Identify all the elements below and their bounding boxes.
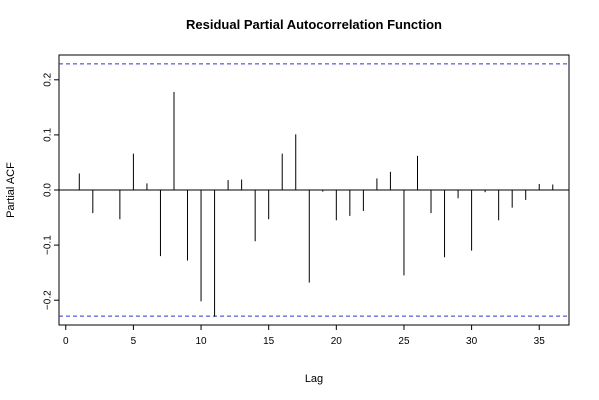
y-axis: −0.2 −0.1 0.0 0.1 0.2 — [43, 72, 59, 310]
x-tick-label: 0 — [63, 336, 69, 347]
y-tick-label: 0.2 — [43, 72, 54, 86]
y-tick-label: −0.2 — [43, 290, 54, 310]
confidence-bounds — [59, 63, 569, 317]
x-tick-label: 30 — [466, 336, 478, 347]
y-tick-label: 0.1 — [43, 128, 54, 142]
y-tick-label: 0.0 — [43, 183, 54, 197]
x-tick-label: 20 — [331, 336, 343, 347]
y-axis-label: Partial ACF — [5, 162, 17, 218]
chart-title: Residual Partial Autocorrelation Functio… — [186, 17, 442, 32]
x-tick-label: 25 — [398, 336, 410, 347]
x-tick-label: 35 — [534, 336, 546, 347]
x-tick-label: 5 — [131, 336, 137, 347]
x-tick-label: 15 — [263, 336, 275, 347]
pacf-bars — [78, 91, 554, 317]
y-tick-label: −0.1 — [43, 235, 54, 255]
x-axis: 0 5 10 15 20 25 30 35 — [63, 325, 545, 347]
x-axis-label: Lag — [305, 373, 323, 385]
x-tick-label: 10 — [195, 336, 207, 347]
